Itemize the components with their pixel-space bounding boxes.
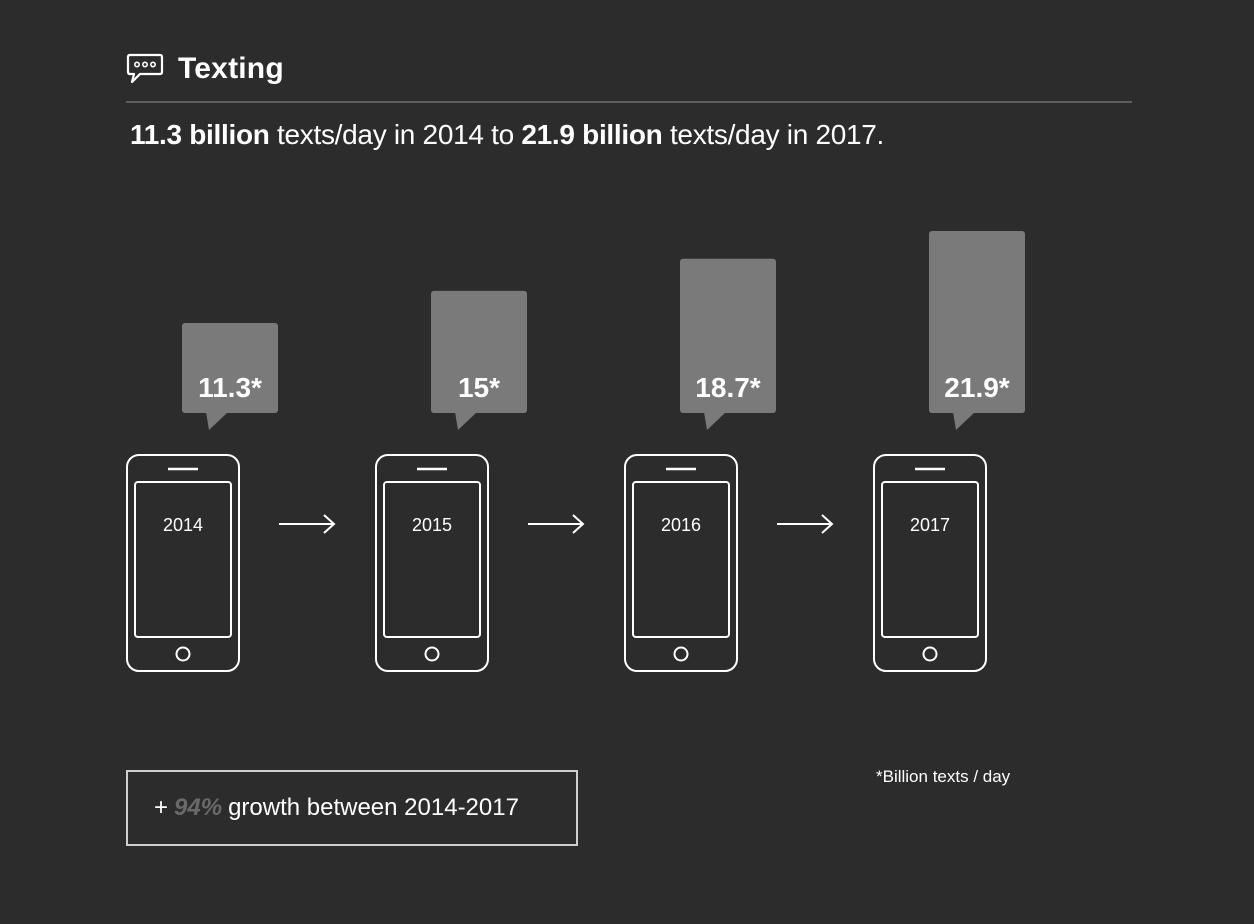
bubble-tail <box>455 412 477 430</box>
summary-sentence: 11.3 billion texts/day in 2014 to 21.9 b… <box>130 119 884 151</box>
smartphone-icon <box>624 454 738 672</box>
smartphone-icon <box>873 454 987 672</box>
smartphone-icon <box>126 454 240 672</box>
summary-value-start: 11.3 billion <box>130 119 270 150</box>
phone-home-button <box>424 646 440 662</box>
header-divider <box>126 101 1132 103</box>
arrow-head <box>572 514 585 534</box>
chart-title: Texting <box>178 52 284 85</box>
unit-footnote: *Billion texts / day <box>876 767 1011 786</box>
summary-value-end: 21.9 billion <box>521 119 663 150</box>
summary-text-start: texts/day in 2014 to <box>269 119 522 150</box>
growth-callout: + 94% growth between 2014-2017 <box>126 770 578 846</box>
bubble-bar <box>929 231 1025 413</box>
year-label: 2016 <box>661 515 701 535</box>
arrow-head <box>323 514 336 534</box>
phone-screen <box>881 481 979 638</box>
bubble-value-label: 18.7* <box>695 372 760 403</box>
bubble-value-label: 15* <box>458 372 500 403</box>
summary-text-end: texts/day in 2017. <box>662 119 885 150</box>
chart-header: Texting <box>126 52 284 86</box>
bubble-value-label: 21.9* <box>944 372 1009 403</box>
growth-prefix: + <box>154 794 169 821</box>
year-label: 2014 <box>163 515 203 535</box>
growth-percent: 94% <box>174 794 223 821</box>
bubble-tail <box>206 412 228 430</box>
bubble-tail <box>953 412 975 430</box>
phone-screen <box>383 481 481 638</box>
year-label: 2015 <box>412 515 452 535</box>
smartphone-icon <box>375 454 489 672</box>
bubble-bar <box>431 290 527 413</box>
bubble-bar <box>680 258 776 413</box>
arrow-head <box>821 514 834 534</box>
phone-home-button <box>175 646 191 662</box>
growth-suffix: growth between 2014-2017 <box>228 794 519 821</box>
phone-home-button <box>922 646 938 662</box>
bubble-value-label: 11.3* <box>198 372 262 403</box>
bubble-tail <box>704 412 726 430</box>
phone-home-button <box>673 646 689 662</box>
speech-bubble-icon <box>126 53 164 84</box>
phone-screen <box>632 481 730 638</box>
phone-screen <box>134 481 232 638</box>
bubble-bar <box>182 323 278 413</box>
year-label: 2017 <box>910 515 950 535</box>
